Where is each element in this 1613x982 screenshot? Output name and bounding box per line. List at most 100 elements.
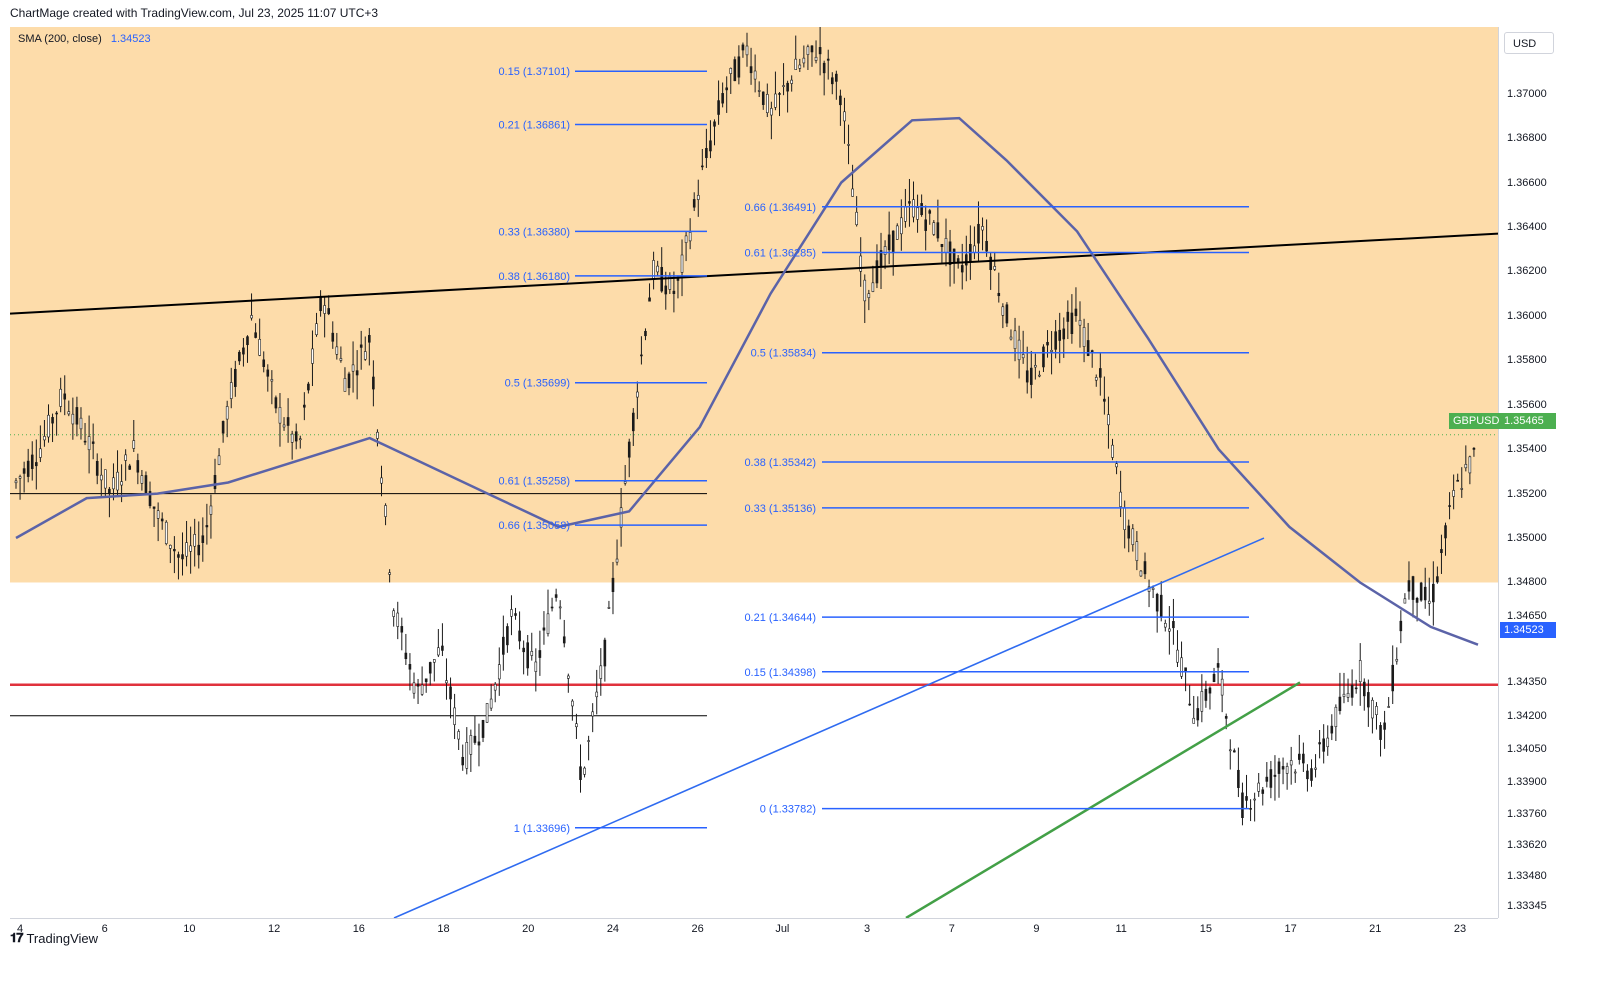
candle-body xyxy=(595,691,599,698)
candle-body xyxy=(1338,696,1342,712)
candle-body xyxy=(932,222,936,235)
candle-body xyxy=(359,344,363,348)
candle-body xyxy=(270,379,274,382)
candle-body xyxy=(538,650,542,658)
candle-body xyxy=(1310,768,1313,781)
candle-body xyxy=(737,56,741,78)
sma-200-line xyxy=(15,116,1479,646)
candle-body xyxy=(1034,365,1037,368)
candle-body xyxy=(1379,725,1382,740)
candle-body xyxy=(1277,761,1281,774)
candle-body xyxy=(741,44,745,51)
chart-plot-area[interactable]: 0.15 (1.37101) 0.21 (1.36861) 0.33 (1.3638… xyxy=(10,27,1498,918)
candle-body xyxy=(510,609,513,617)
candle-body xyxy=(546,613,550,634)
candle-body xyxy=(591,711,594,717)
candle-body xyxy=(457,731,460,740)
candle-body xyxy=(867,293,871,298)
candle-body xyxy=(225,406,229,420)
candle-body xyxy=(445,680,448,684)
candle-body xyxy=(1168,628,1171,632)
candle-body xyxy=(1273,774,1277,777)
candle-body xyxy=(1233,750,1236,753)
candle-body xyxy=(209,505,213,515)
price-tick-label: 1.35400 xyxy=(1507,443,1547,456)
time-tick-label: 10 xyxy=(183,923,196,935)
candle-body xyxy=(603,639,607,667)
candle-body xyxy=(1090,350,1094,353)
footer-brand[interactable]: 𝟏𝟕 TradingView xyxy=(10,930,98,946)
candle-body xyxy=(1460,488,1464,490)
candle-body xyxy=(900,217,903,235)
candle-body xyxy=(396,612,400,627)
candle-body xyxy=(18,476,22,479)
candle-body xyxy=(1269,769,1273,788)
candle-body xyxy=(713,121,716,127)
candle-body xyxy=(311,348,314,364)
candle-body xyxy=(1094,377,1098,381)
fib-level-label: 0.15 (1.34398) xyxy=(744,667,816,679)
candle-body xyxy=(644,330,647,337)
candle-body xyxy=(766,94,769,114)
fib-level-label: 0.66 (1.36491) xyxy=(744,202,816,214)
candle-body xyxy=(152,506,156,509)
currency-selector[interactable]: USD xyxy=(1504,32,1554,54)
candle-body xyxy=(1399,620,1403,632)
candle-body xyxy=(1261,789,1265,794)
candle-body xyxy=(274,397,278,409)
time-axis[interactable]: 4 6 10 12 16 18 20 24 26 Jul 3 7 9 11 15 17 21 23 xyxy=(10,918,1498,939)
candle-body xyxy=(1143,561,1147,575)
candle-body xyxy=(1289,760,1293,766)
candle-body xyxy=(1042,346,1045,368)
candle-body xyxy=(1046,341,1049,346)
candle-body xyxy=(120,481,123,486)
candle-body xyxy=(891,230,895,254)
candle-body xyxy=(1411,576,1415,600)
candle-body xyxy=(688,232,692,242)
candle-body xyxy=(87,436,91,451)
candle-body xyxy=(567,675,570,679)
time-tick-label: 7 xyxy=(948,923,955,935)
candle-body xyxy=(339,358,343,361)
candle-body xyxy=(83,440,87,443)
price-axis[interactable]: 1.37000 1.36800 1.36600 1.36400 1.36200 1.360… xyxy=(1498,27,1561,918)
time-tick-label: 17 xyxy=(1284,923,1297,935)
candle-body xyxy=(343,378,347,392)
candle-body xyxy=(1139,570,1143,577)
candle-body xyxy=(648,297,651,302)
candle-body xyxy=(993,266,997,270)
symbol-price-tag: GBPUSD xyxy=(1449,413,1504,429)
candle-body xyxy=(631,412,635,432)
fib-level-label: 0.38 (1.36180) xyxy=(498,271,570,283)
candle-body xyxy=(1200,691,1204,712)
candle-body xyxy=(619,507,623,528)
candle-body xyxy=(412,682,416,694)
candle-body xyxy=(928,210,932,214)
candle-body xyxy=(952,248,956,264)
candle-body xyxy=(826,58,830,61)
candle-body xyxy=(640,354,643,357)
candle-body xyxy=(672,290,676,295)
price-tick-label: 1.34050 xyxy=(1507,743,1547,756)
candle-body xyxy=(790,79,793,84)
candle-body xyxy=(1066,311,1070,322)
candle-body xyxy=(416,683,420,687)
candle-body xyxy=(177,554,180,558)
indicator-legend[interactable]: SMA (200, close) 1.34523 xyxy=(18,33,151,45)
price-chart-svg[interactable]: 0.15 (1.37101) 0.21 (1.36861) 0.33 (1.3638… xyxy=(10,27,1498,918)
candle-body xyxy=(1334,706,1338,728)
candle-body xyxy=(664,285,668,295)
candle-body xyxy=(514,613,517,616)
candle-body xyxy=(1354,687,1358,690)
candle-body xyxy=(1419,582,1423,601)
candle-body xyxy=(1432,583,1435,603)
candle-body xyxy=(558,606,562,609)
time-tick-label: 6 xyxy=(101,923,108,935)
candle-body xyxy=(782,85,785,87)
candle-body xyxy=(717,100,720,115)
candle-body xyxy=(493,683,497,691)
candle-body xyxy=(229,382,233,399)
candle-body xyxy=(989,256,992,270)
candle-body xyxy=(1155,593,1159,612)
candle-body xyxy=(1436,576,1439,583)
